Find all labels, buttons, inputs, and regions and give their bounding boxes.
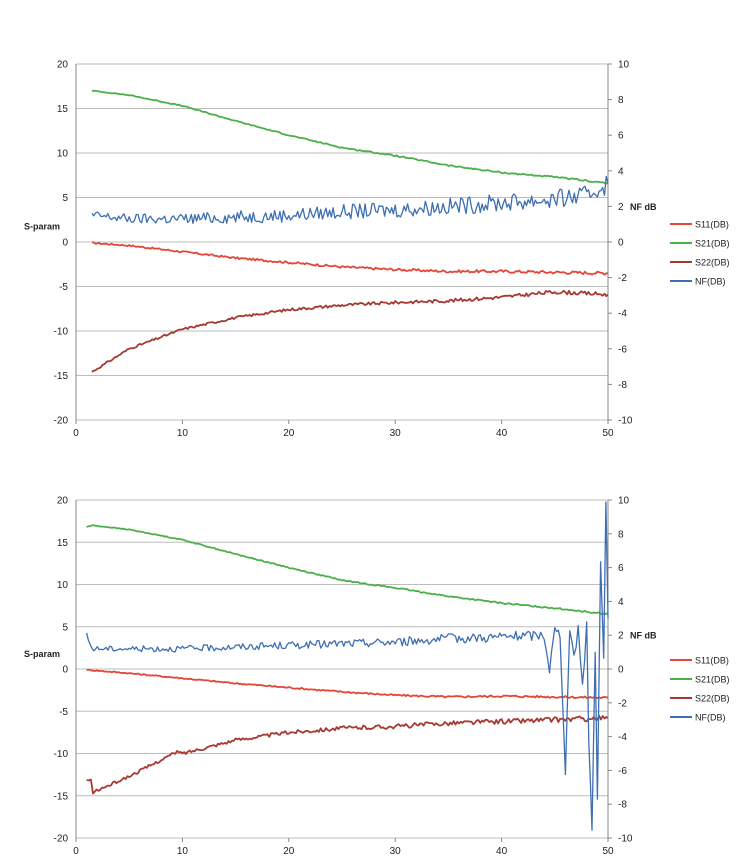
legend-label: S21(DB) — [695, 239, 730, 249]
x-tick-label: 40 — [496, 846, 508, 857]
y-tick-label: 10 — [57, 149, 69, 160]
y2-tick-label: 4 — [618, 166, 624, 177]
y2-tick-label: -2 — [618, 698, 627, 709]
y2-axis-title: NF dB — [630, 202, 657, 212]
y2-tick-label: 6 — [618, 563, 624, 574]
y2-tick-label: 2 — [618, 202, 624, 213]
y2-tick-label: 10 — [618, 496, 630, 507]
x-tick-label: 30 — [390, 846, 402, 857]
x-tick-label: 10 — [177, 846, 189, 857]
y-tick-label: 15 — [57, 104, 69, 115]
y-tick-label: 20 — [57, 60, 69, 71]
y2-tick-label: -6 — [618, 344, 627, 355]
x-tick-label: 50 — [602, 846, 614, 857]
x-tick-label: 20 — [283, 428, 295, 439]
x-tick-label: 30 — [390, 428, 402, 439]
series-line-nfdb — [91, 175, 609, 225]
y2-axis-title: NF dB — [630, 631, 657, 641]
y2-tick-label: -4 — [618, 309, 627, 320]
y2-tick-label: -10 — [618, 416, 633, 427]
series-line-s21db — [86, 524, 609, 615]
y2-tick-label: 0 — [618, 238, 624, 249]
y-tick-label: 0 — [62, 665, 68, 676]
y-tick-label: 0 — [62, 238, 68, 249]
y-tick-label: 15 — [57, 538, 69, 549]
y-tick-label: 5 — [62, 193, 68, 204]
y-tick-label: -10 — [54, 327, 69, 338]
series-line-s22db — [86, 714, 609, 795]
legend-label: NF(DB) — [695, 277, 726, 287]
legend-label: S22(DB) — [695, 258, 730, 268]
series-line-nfdb — [85, 501, 609, 831]
y2-tick-label: 8 — [618, 529, 624, 540]
y-tick-label: 10 — [57, 580, 69, 591]
legend-label: S22(DB) — [695, 694, 730, 704]
y-tick-label: -15 — [54, 791, 69, 802]
y-axis-title: S-param — [24, 222, 60, 232]
legend-label: NF(DB) — [695, 713, 726, 723]
y-tick-label: -15 — [54, 371, 69, 382]
x-tick-label: 20 — [283, 846, 295, 857]
y-tick-label: -5 — [59, 707, 68, 718]
y2-tick-label: 0 — [618, 665, 624, 676]
y2-tick-label: 4 — [618, 597, 624, 608]
y-axis-title: S-param — [24, 649, 60, 659]
y2-tick-label: 10 — [618, 60, 630, 71]
legend-label: S11(DB) — [695, 656, 729, 666]
x-tick-label: 10 — [177, 428, 189, 439]
series-line-s11db — [91, 241, 609, 276]
y2-tick-label: -8 — [618, 800, 627, 811]
series-line-s21db — [91, 89, 609, 185]
y2-tick-label: -4 — [618, 732, 627, 743]
y2-tick-label: -8 — [618, 380, 627, 391]
y-tick-label: 20 — [57, 496, 69, 507]
y-tick-label: -5 — [59, 282, 68, 293]
series-line-s22db — [91, 289, 609, 373]
x-tick-label: 0 — [73, 846, 79, 857]
y2-tick-label: -6 — [618, 766, 627, 777]
y-tick-label: 5 — [62, 622, 68, 633]
y-tick-label: -20 — [54, 416, 69, 427]
y2-tick-label: 8 — [618, 95, 624, 106]
x-tick-label: 0 — [73, 428, 79, 439]
legend-label: S21(DB) — [695, 675, 730, 685]
x-tick-label: 50 — [602, 428, 614, 439]
series-line-s11db — [86, 668, 609, 700]
legend-label: S11(DB) — [695, 220, 729, 230]
y2-tick-label: 2 — [618, 631, 624, 642]
y2-tick-label: -10 — [618, 834, 633, 845]
y2-tick-label: -2 — [618, 273, 627, 284]
y-tick-label: -10 — [54, 749, 69, 760]
y-tick-label: -20 — [54, 834, 69, 845]
y2-tick-label: 6 — [618, 131, 624, 142]
x-tick-label: 40 — [496, 428, 508, 439]
